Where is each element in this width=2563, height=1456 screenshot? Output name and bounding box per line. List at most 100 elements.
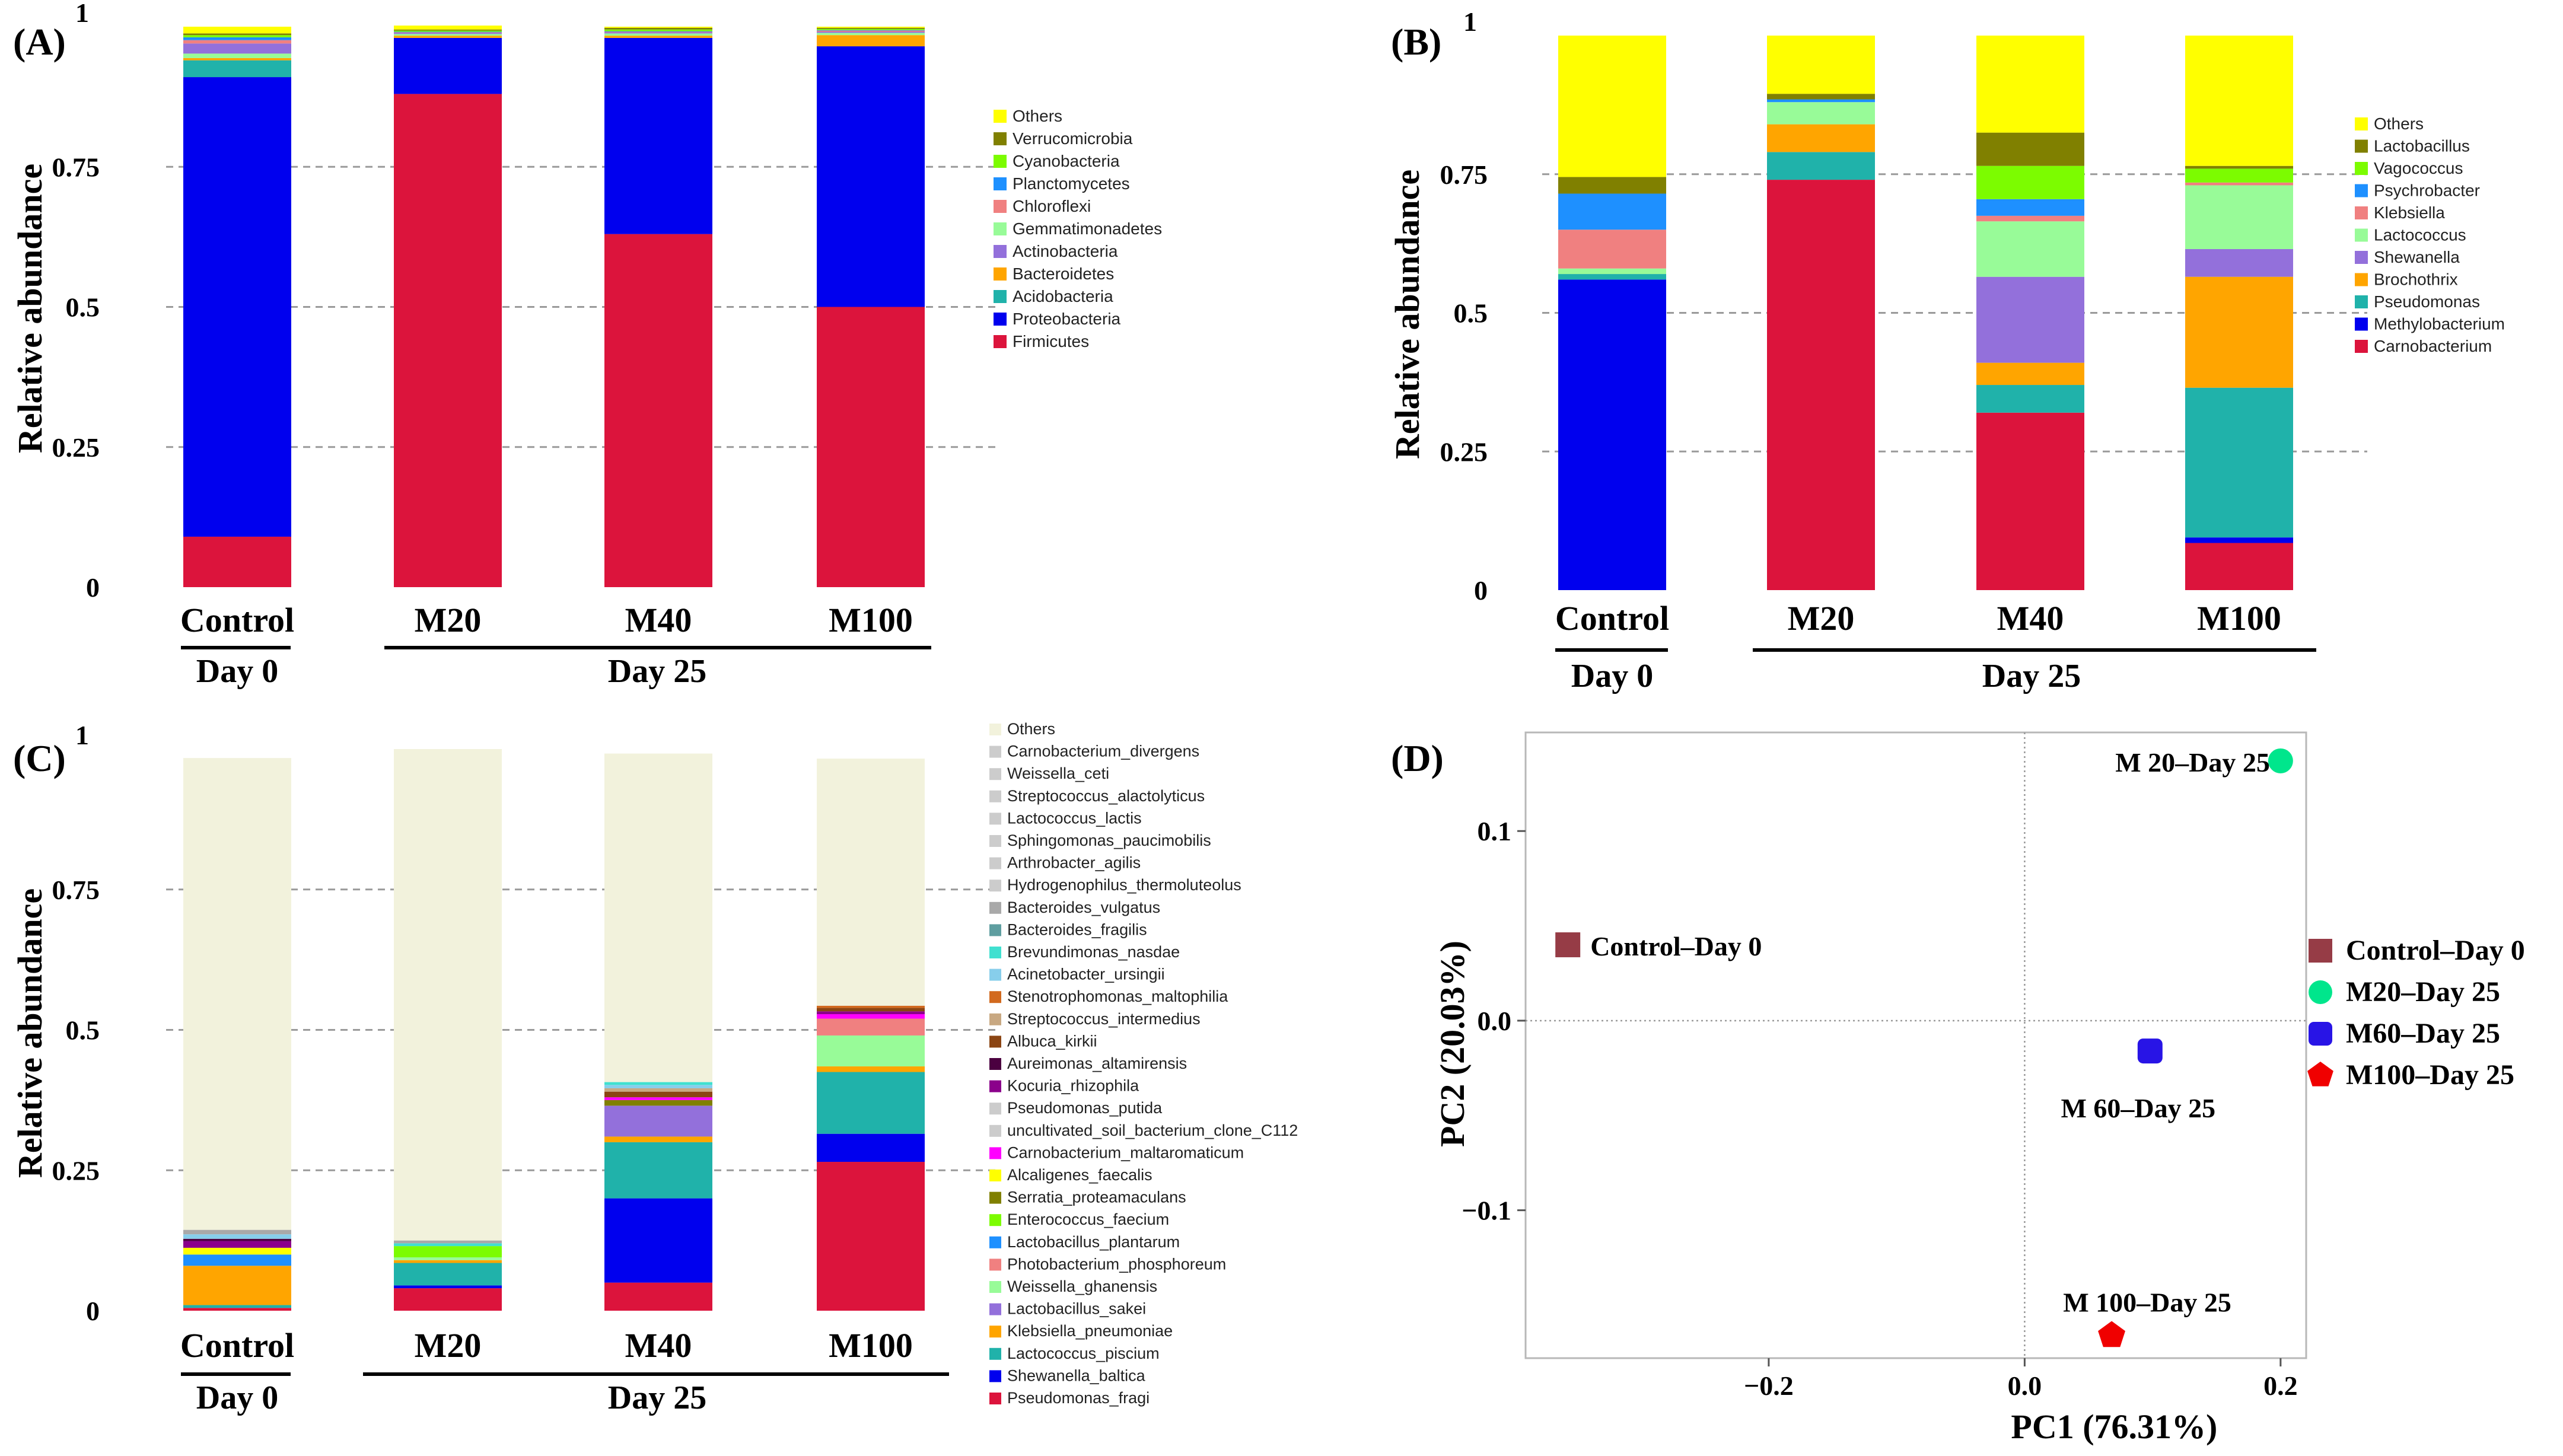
group-label-day0: Day 0 xyxy=(196,1379,278,1416)
legend-swatch xyxy=(989,1036,1001,1048)
legend-swatch xyxy=(989,991,1001,1003)
point-label: M 100–Day 25 xyxy=(2063,1288,2231,1318)
bar-segment-bacteroidetes xyxy=(394,36,502,38)
bar-segment-streptococcus-intermedius xyxy=(604,1088,712,1092)
point-label: M 60–Day 25 xyxy=(2061,1093,2215,1123)
legend-marker xyxy=(2309,939,2332,963)
bar-segment-psychrobacter xyxy=(1767,99,1875,103)
bar-segment-others xyxy=(817,27,925,28)
legend-swatch xyxy=(989,1214,1001,1226)
bar-segment-brochothrix xyxy=(1767,124,1875,152)
bar-segment-cyanobacteria xyxy=(183,35,291,37)
bar-segment-pseudomonas-fragi xyxy=(817,1162,925,1311)
bar-segment-planctomycetes xyxy=(604,31,712,32)
legend-swatch xyxy=(2355,206,2368,219)
bar-segment-chloroflexi xyxy=(817,30,925,32)
x-category-label: M100 xyxy=(829,601,913,639)
group-label-day25: Day 25 xyxy=(608,1379,706,1416)
legend-label: uncultivated_soil_bacterium_clone_C112 xyxy=(1007,1122,1298,1139)
legend-swatch xyxy=(989,1147,1001,1159)
legend-swatch xyxy=(2355,184,2368,197)
legend-label: Methylobacterium xyxy=(2374,315,2505,333)
legend-swatch xyxy=(989,1393,1001,1404)
bar-segment-weissella-ghanensis xyxy=(394,1257,502,1260)
bar-segment-lactobacillus xyxy=(1767,94,1875,100)
bar-segment-pseudomonas-fragi xyxy=(183,1308,291,1311)
legend-label: Albuca_kirkii xyxy=(1007,1032,1097,1050)
legend-marker xyxy=(2309,1022,2332,1046)
y-tick-label: 0 xyxy=(86,1296,100,1326)
bar-segment-others xyxy=(2185,36,2293,166)
legend-swatch xyxy=(2355,162,2368,175)
x-category-label: M40 xyxy=(1997,599,2064,638)
bar-segment-lactococcus xyxy=(1767,102,1875,125)
legend-label: Others xyxy=(1013,107,1062,125)
bar-segment-actinobacteria xyxy=(604,32,712,34)
legend-label: Planctomycetes xyxy=(1013,174,1130,193)
plot-frame xyxy=(1524,731,2307,1359)
legend-label: Verrucomicrobia xyxy=(1013,129,1133,148)
x-category-label: M20 xyxy=(1788,599,1855,638)
legend-label: Klebsiella_pneumoniae xyxy=(1007,1322,1173,1340)
group-label-day0: Day 0 xyxy=(196,653,278,690)
bar-segment-kocuria-rhizophila xyxy=(183,1241,291,1248)
panel-label: (D) xyxy=(1391,737,1444,779)
legend-label: Weissella_ceti xyxy=(1007,764,1109,782)
legend-label: Brevundimonas_nasdae xyxy=(1007,943,1180,961)
legend-swatch xyxy=(2355,228,2368,242)
legend-swatch xyxy=(989,1080,1001,1092)
legend-swatch xyxy=(2355,273,2368,286)
legend-swatch xyxy=(989,1013,1001,1025)
bar-segment-lactococcus-piscium xyxy=(604,1142,712,1199)
legend-swatch xyxy=(2355,251,2368,264)
bar-segment-lactococcus xyxy=(1558,268,1666,275)
y-tick-label: 0.75 xyxy=(52,152,100,182)
legend-swatch xyxy=(989,1058,1001,1070)
legend-label: M20–Day 25 xyxy=(2346,976,2500,1008)
legend-swatch xyxy=(989,1191,1001,1204)
legend-swatch xyxy=(989,1103,1001,1115)
bar-segment-actinobacteria xyxy=(183,43,291,54)
bar-segment-carnobacterium xyxy=(2185,543,2293,590)
legend-label: Acidobacteria xyxy=(1013,287,1113,305)
bar-segment-planctomycetes xyxy=(183,37,291,40)
legend-label: Streptococcus_alactolyticus xyxy=(1007,787,1205,805)
y-tick-label: 0.5 xyxy=(66,1015,100,1046)
stacked-bar-chart-a: (A) 0 0.25 0.5 0.75 1 Relative abundance Contro… xyxy=(11,0,1162,690)
legend-label: Brochothrix xyxy=(2374,270,2458,289)
bar-segment-others xyxy=(604,753,712,1082)
legend-swatch xyxy=(989,1259,1001,1271)
legend-label: Streptococcus_intermedius xyxy=(1007,1010,1201,1028)
bar-segment-carnobacterium xyxy=(1767,180,1875,591)
bar-segment-firmicutes xyxy=(604,234,712,587)
bar-segment-cyanobacteria xyxy=(817,28,925,30)
legend-swatch xyxy=(994,177,1007,190)
legend-swatch xyxy=(2355,139,2368,153)
y-tick-label: −0.1 xyxy=(1462,1196,1511,1226)
bar-segment-klebsiella xyxy=(1558,230,1666,269)
bar-segment-carnobacterium-maltaromaticum xyxy=(604,1097,712,1100)
bar-segment-shewanella-baltica xyxy=(604,1198,712,1283)
bar-segment-cyanobacteria xyxy=(604,29,712,31)
stacked-bar-chart-c: (C) 0 0.25 0.5 0.75 1 Relative abundance Contro… xyxy=(11,720,1298,1416)
bar-segment-proteobacteria xyxy=(183,77,291,537)
bar-segment-klebsiella-pneumoniae xyxy=(394,1260,502,1263)
legend-swatch xyxy=(989,1370,1001,1382)
bar-segment-albuca-kirkii xyxy=(817,1008,925,1012)
bar-segment-shewanella-baltica xyxy=(817,1133,925,1162)
bar-segment-lactococcus-piscium xyxy=(183,1305,291,1308)
legend-swatch xyxy=(989,813,1001,825)
scatter-point xyxy=(1555,932,1581,958)
bar-segment-serratia-proteamaculans xyxy=(604,1100,712,1106)
legend-swatch xyxy=(994,200,1007,213)
bar-segment-aureimonas-altamirensis xyxy=(183,1238,291,1241)
legend-label: Lactococcus xyxy=(2374,226,2466,244)
panel-label: (A) xyxy=(13,21,66,63)
bar-segment-shewanella-baltica xyxy=(394,1285,502,1289)
legend-marker xyxy=(2307,1062,2333,1087)
bar-segment-bacteroidetes xyxy=(604,36,712,38)
legend-label: Lactococcus_piscium xyxy=(1007,1345,1160,1362)
bar-segment-albuca-kirkii xyxy=(604,1091,712,1098)
legend-label: Lactococcus_lactis xyxy=(1007,809,1142,827)
group-label-day25: Day 25 xyxy=(608,653,706,690)
